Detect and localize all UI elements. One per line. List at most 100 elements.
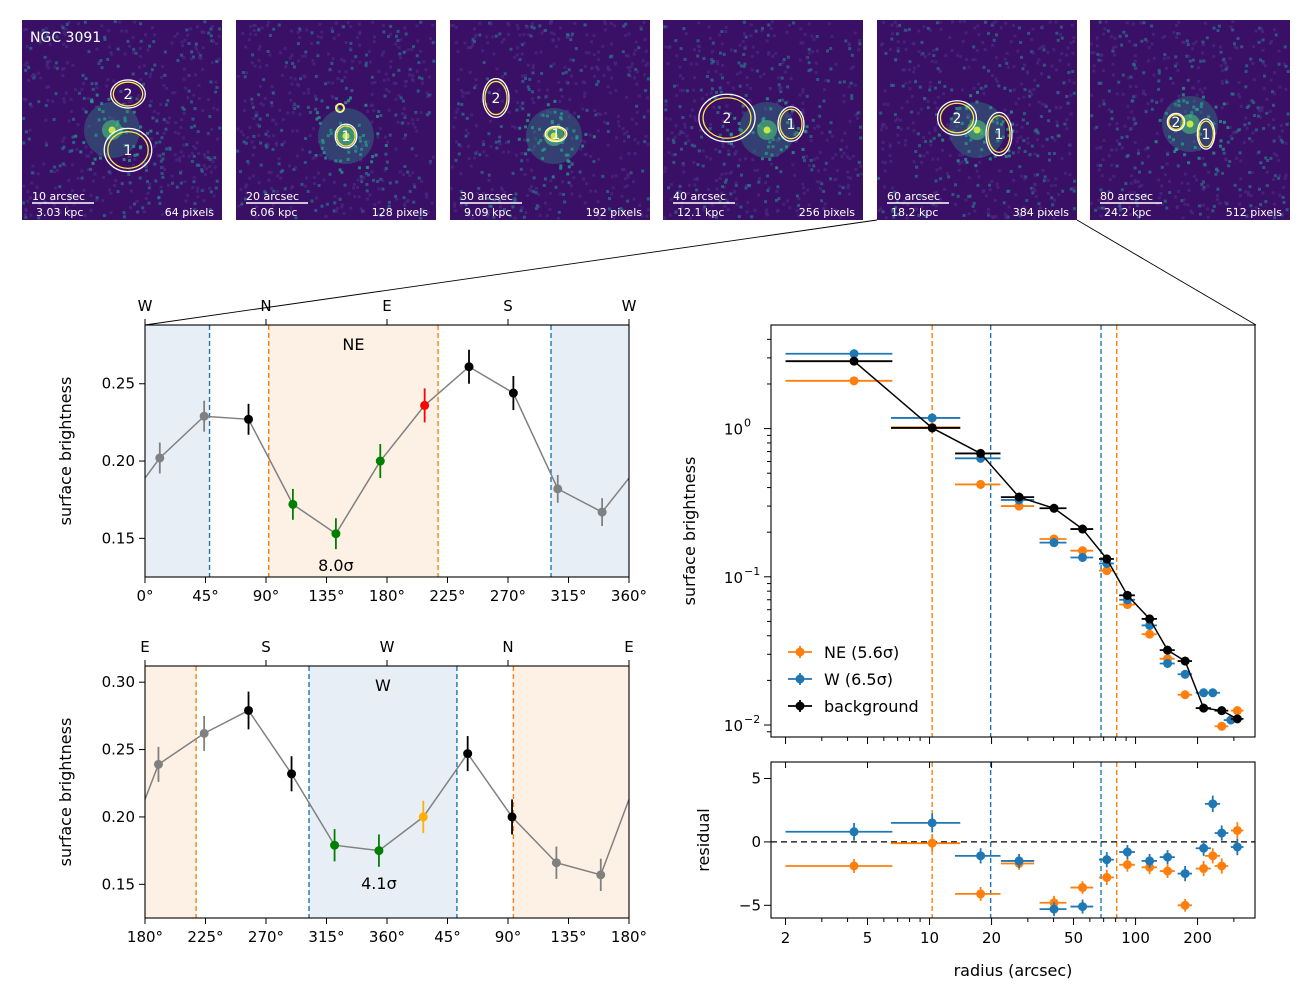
noise-pixel	[252, 29, 256, 32]
noise-pixel	[378, 127, 382, 130]
noise-pixel	[1110, 117, 1114, 121]
noise-pixel	[170, 41, 174, 45]
noise-pixel	[1263, 64, 1267, 68]
noise-pixel	[454, 41, 458, 45]
noise-pixel	[606, 68, 610, 71]
noise-pixel	[37, 71, 41, 75]
noise-pixel	[139, 22, 143, 26]
noise-pixel	[271, 91, 275, 95]
noise-pixel	[733, 153, 737, 156]
noise-pixel	[1272, 126, 1276, 130]
noise-pixel	[1165, 162, 1169, 166]
direction-label: N	[502, 638, 513, 656]
noise-pixel	[995, 79, 999, 83]
noise-pixel	[823, 88, 826, 92]
noise-pixel	[702, 57, 706, 60]
noise-pixel	[45, 85, 49, 89]
noise-pixel	[1175, 35, 1179, 39]
noise-pixel	[427, 75, 431, 79]
noise-pixel	[144, 196, 148, 200]
legend-label: NE (5.6σ)	[824, 643, 899, 662]
noise-pixel	[566, 172, 570, 176]
noise-pixel	[733, 190, 737, 194]
noise-pixel	[704, 209, 708, 213]
noise-pixel	[1043, 175, 1047, 179]
noise-pixel	[283, 187, 287, 191]
noise-pixel	[1126, 104, 1130, 108]
noise-pixel	[1106, 210, 1110, 214]
noise-pixel	[109, 51, 113, 55]
noise-pixel	[982, 92, 986, 96]
noise-pixel	[625, 216, 629, 219]
noise-pixel	[165, 87, 169, 90]
noise-pixel	[55, 66, 59, 70]
noise-pixel	[1180, 181, 1184, 185]
noise-pixel	[93, 157, 97, 161]
noise-pixel	[319, 153, 323, 157]
noise-pixel	[112, 79, 116, 83]
noise-pixel	[1127, 116, 1131, 120]
noise-pixel	[360, 147, 364, 151]
noise-pixel	[524, 152, 528, 156]
noise-pixel	[1134, 121, 1138, 125]
noise-pixel	[530, 90, 534, 94]
noise-pixel	[1144, 193, 1147, 197]
noise-pixel	[1101, 158, 1105, 162]
data-point	[199, 411, 209, 421]
noise-pixel	[960, 160, 964, 164]
noise-pixel	[1272, 103, 1275, 107]
noise-pixel	[187, 89, 191, 93]
noise-pixel	[745, 83, 749, 87]
noise-pixel	[266, 143, 270, 147]
noise-pixel	[322, 151, 326, 155]
noise-pixel	[158, 202, 162, 205]
noise-pixel	[695, 188, 699, 192]
noise-pixel	[1271, 90, 1274, 94]
noise-pixel	[534, 191, 538, 195]
noise-pixel	[292, 102, 296, 105]
noise-pixel	[964, 157, 968, 161]
noise-pixel	[373, 203, 377, 207]
noise-pixel	[1120, 136, 1124, 140]
noise-pixel	[989, 106, 993, 110]
noise-pixel	[46, 33, 49, 37]
noise-pixel	[1006, 215, 1010, 219]
noise-pixel	[1102, 32, 1105, 36]
noise-pixel	[384, 152, 388, 156]
noise-pixel	[697, 21, 701, 25]
noise-pixel	[293, 77, 297, 81]
noise-pixel	[881, 140, 885, 144]
noise-pixel	[346, 157, 350, 161]
noise-pixel	[935, 106, 939, 110]
noise-pixel	[1125, 135, 1129, 139]
series-w	[785, 349, 1238, 725]
noise-pixel	[1216, 197, 1219, 201]
noise-pixel	[548, 208, 552, 212]
noise-pixel	[776, 154, 779, 158]
noise-pixel	[726, 128, 730, 132]
noise-pixel	[1120, 188, 1124, 192]
noise-pixel	[96, 38, 99, 41]
noise-pixel	[392, 73, 396, 77]
noise-pixel	[549, 64, 553, 68]
noise-pixel	[646, 109, 650, 113]
noise-pixel	[574, 82, 578, 85]
noise-pixel	[138, 47, 142, 51]
noise-pixel	[724, 111, 728, 115]
noise-pixel	[1125, 155, 1129, 158]
noise-pixel	[995, 33, 998, 37]
noise-pixel	[411, 122, 415, 126]
noise-pixel	[266, 129, 270, 133]
noise-pixel	[336, 77, 340, 81]
noise-pixel	[1207, 170, 1211, 174]
noise-pixel	[387, 200, 391, 204]
noise-pixel	[470, 192, 474, 195]
noise-pixel	[511, 171, 515, 175]
noise-pixel	[142, 64, 146, 68]
noise-pixel	[498, 199, 502, 203]
noise-pixel	[539, 50, 543, 54]
noise-pixel	[1133, 54, 1137, 58]
noise-pixel	[639, 25, 643, 29]
noise-pixel	[1110, 110, 1114, 114]
noise-pixel	[333, 201, 337, 205]
